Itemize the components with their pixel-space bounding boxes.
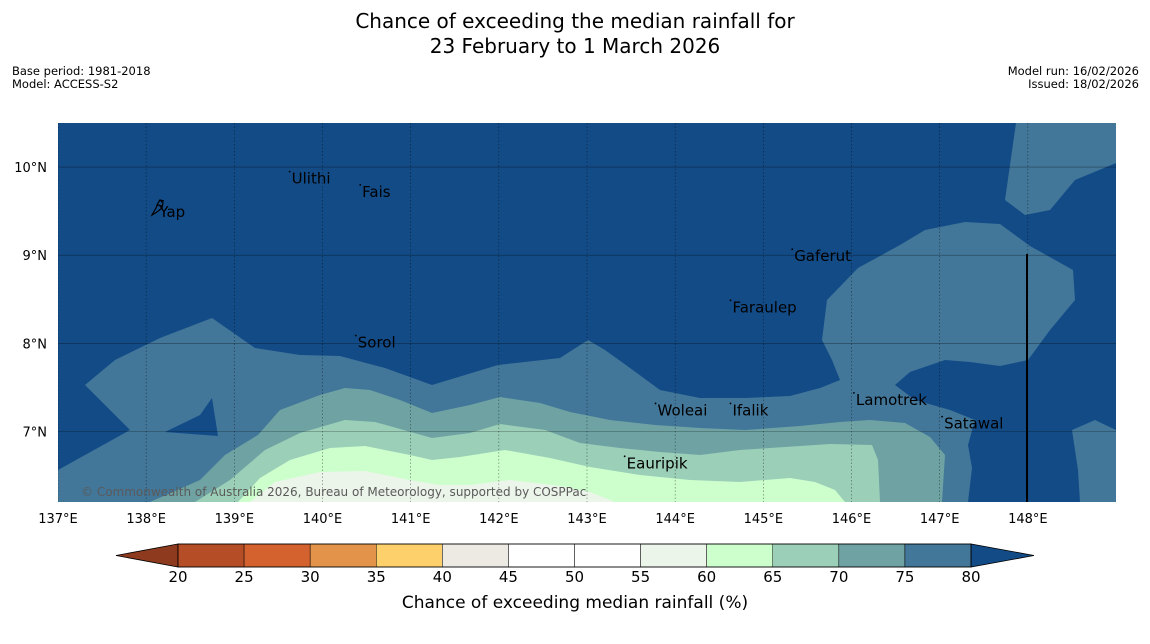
- colorbar-segment: [177, 543, 245, 568]
- place-marker: [853, 391, 855, 394]
- colorbar-under-arrow: [115, 543, 179, 568]
- colorbar-segment: [772, 543, 840, 568]
- colorbar-segment: [442, 543, 509, 568]
- meta-left: Base period: 1981-2018 Model: ACCESS-S2: [12, 65, 151, 91]
- lat-tick-label: 8°N: [23, 337, 48, 352]
- colorbar-segment: [243, 543, 311, 568]
- colorbar-tick-label: 40: [432, 568, 452, 586]
- place-label: Ulithi: [292, 170, 331, 188]
- colorbar-tick-label: 25: [234, 568, 254, 586]
- lon-tick-label: 140°E: [303, 512, 343, 527]
- place-label: Satawal: [944, 415, 1003, 433]
- colorbar-tick-label: 30: [300, 568, 320, 586]
- colorbar-segment: [640, 543, 707, 568]
- band-55-60: [250, 471, 615, 502]
- latitude-tick-labels: 10°N 9°N 8°N 7°N: [14, 161, 47, 440]
- lon-tick-label: 138°E: [126, 512, 166, 527]
- colorbar-segment: [706, 543, 774, 568]
- band-75-80-southeast: [1072, 420, 1116, 502]
- model-run-text: Model run: 16/02/2026: [1007, 64, 1139, 78]
- lon-tick-label: 148°E: [1008, 512, 1048, 527]
- place-label: Fais: [362, 183, 391, 201]
- band-75-80-inlet: [165, 398, 218, 436]
- lon-tick-label: 137°E: [38, 512, 78, 527]
- copyright-text: © Commonwealth of Australia 2026, Bureau…: [81, 485, 586, 499]
- lon-tick-label: 141°E: [391, 512, 431, 527]
- lon-tick-label: 142°E: [479, 512, 519, 527]
- colorbar-tick-label: 65: [763, 568, 783, 586]
- place-labels: Ulithi Fais Yap Gaferut Faraulep Sorol Lamotre…: [156, 170, 1003, 472]
- lon-tick-label: 139°E: [215, 512, 255, 527]
- place-label: Eauripik: [627, 454, 688, 472]
- lat-tick-label: 7°N: [23, 425, 48, 440]
- colorbar-segment: [904, 543, 972, 568]
- base-period-text: Base period: 1981-2018: [12, 64, 151, 78]
- place-marker: [156, 204, 159, 207]
- title-line-2: 23 February to 1 March 2026: [429, 34, 721, 58]
- colorbar: [115, 543, 1035, 568]
- place-marker: [359, 183, 362, 186]
- place-marker: [288, 170, 291, 173]
- lat-tick-label: 10°N: [14, 161, 47, 176]
- lon-tick-label: 145°E: [744, 512, 784, 527]
- colorbar-outline: [177, 543, 972, 568]
- place-label: Lamotrek: [856, 391, 927, 409]
- longitude-tick-labels: 137°E 138°E 139°E 140°E 141°E 142°E 143°E 144°E…: [38, 512, 1047, 527]
- colorbar-tick-label: 45: [498, 568, 518, 586]
- colorbar-title: Chance of exceeding median rainfall (%): [401, 593, 749, 613]
- model-text: Model: ACCESS-S2: [12, 77, 119, 91]
- lon-tick-label: 143°E: [567, 512, 607, 527]
- place-label: Yap: [158, 203, 185, 221]
- place-marker: [729, 402, 732, 405]
- colorbar-tick-label: 75: [895, 568, 915, 586]
- place-marker: [623, 455, 626, 458]
- place-label: Faraulep: [732, 298, 796, 316]
- meta-right: Model run: 16/02/2026 Issued: 18/02/2026: [1008, 65, 1139, 91]
- colorbar-segment: [309, 543, 377, 568]
- band-75-80-northeast: [1005, 123, 1116, 215]
- map-gridlines: [58, 123, 1116, 502]
- colorbar-tick-label: 70: [829, 568, 849, 586]
- colorbar-tick-label: 55: [631, 568, 651, 586]
- place-label: Sorol: [358, 334, 396, 352]
- chart-title: Chance of exceeding the median rainfall …: [0, 9, 1150, 59]
- place-label: Ifalik: [732, 401, 768, 419]
- place-marker: [941, 415, 943, 418]
- map-plot-area: Ulithi Fais Yap Gaferut Faraulep Sorol Lamotre…: [58, 123, 1116, 502]
- place-label: Gaferut: [794, 247, 851, 265]
- colorbar-over-arrow: [970, 543, 1035, 568]
- yap-island-outline: [150, 199, 165, 217]
- place-marker: [729, 299, 732, 302]
- colorbar-tick-label: 20: [168, 568, 188, 586]
- lat-tick-label: 9°N: [23, 249, 48, 264]
- place-marker: [791, 248, 794, 251]
- colorbar-segment: [838, 543, 906, 568]
- colorbar-tick-label: 35: [366, 568, 386, 586]
- lon-tick-label: 147°E: [920, 512, 960, 527]
- place-marker: [654, 402, 657, 405]
- colorbar-segment: [574, 543, 641, 568]
- lon-tick-label: 146°E: [832, 512, 872, 527]
- place-label: Woleai: [658, 401, 708, 419]
- issued-text: Issued: 18/02/2026: [1028, 77, 1139, 91]
- colorbar-tick-label: 80: [961, 568, 981, 586]
- colorbar-segment: [508, 543, 575, 568]
- colorbar-tick-label: 60: [697, 568, 717, 586]
- colorbar-tick-label: 50: [564, 568, 585, 586]
- title-line-1: Chance of exceeding the median rainfall …: [355, 9, 795, 33]
- place-marker: [354, 334, 357, 337]
- lon-tick-label: 144°E: [655, 512, 695, 527]
- colorbar-segment: [376, 543, 443, 568]
